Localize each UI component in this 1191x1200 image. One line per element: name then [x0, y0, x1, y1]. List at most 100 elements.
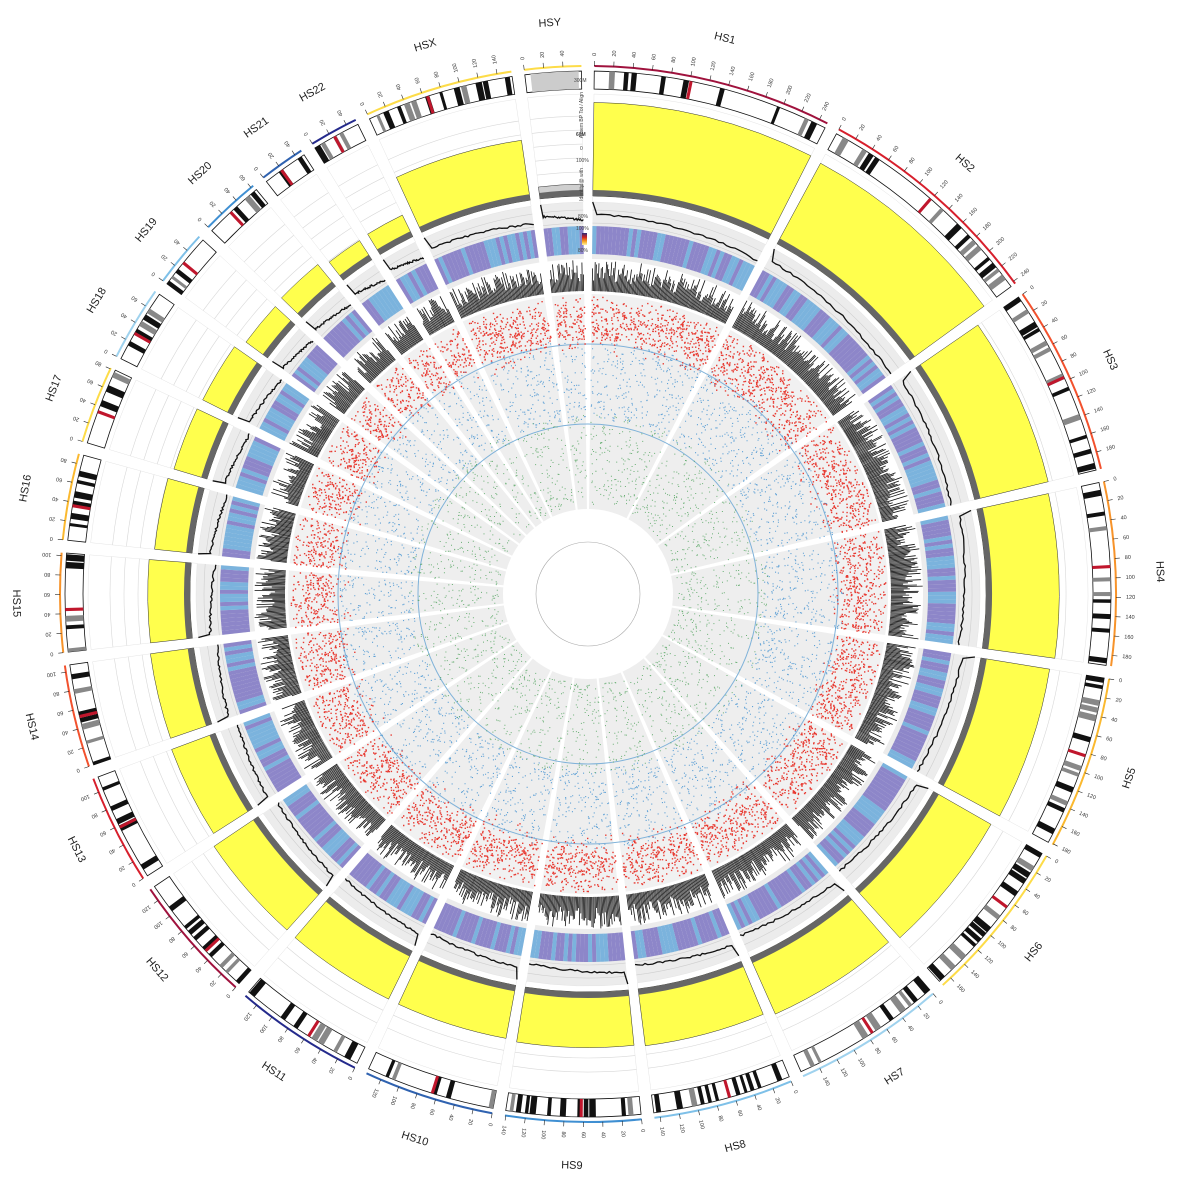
scatter-bg-hs18 — [320, 422, 382, 481]
ideogram-band-hs9 — [547, 1097, 552, 1116]
heatmap-cell-hs9 — [530, 929, 539, 959]
aligned-bar-base-hs12 — [253, 816, 323, 895]
heatmap-cell-hs3 — [869, 388, 896, 408]
tick-label-hs8: 0 — [792, 1090, 799, 1095]
heatmap-cell-hs1 — [717, 253, 733, 282]
heatmap-cell-hs6 — [827, 832, 851, 856]
tick-hs8 — [717, 1105, 719, 1111]
scale-arc-hs16 — [61, 453, 80, 540]
tick-hs3 — [1033, 307, 1038, 311]
tick-hs16 — [60, 519, 66, 521]
ideogram-band-hs2 — [987, 274, 1006, 291]
bar-grid-hs16 — [154, 478, 168, 550]
bar-grid-hs7 — [782, 955, 901, 1031]
heatmap-cell-hs4 — [927, 587, 956, 592]
scatter-bg-hs11 — [393, 785, 477, 864]
ideogram-band-hs4 — [1086, 511, 1106, 519]
heatmap-cell-hs4 — [923, 531, 952, 540]
heatmap-cell-hs14 — [225, 654, 255, 664]
tick-hs16 — [67, 480, 73, 483]
tick-hs18 — [130, 319, 136, 323]
gridline-hs18 — [256, 381, 285, 428]
heatmap-cell-hs2 — [820, 325, 843, 349]
tick-hs1 — [690, 71, 693, 77]
tick-label-hs7: 20 — [922, 1012, 931, 1021]
heatmap-cell-hs4 — [926, 625, 955, 633]
heatmap-cell-hs6 — [822, 837, 845, 861]
tick-hs17 — [77, 439, 83, 442]
gridline-hs14 — [220, 644, 238, 716]
heatmap-cell-hs15 — [219, 589, 249, 594]
heatmap-cell-hs10 — [489, 921, 502, 950]
gridline-hs4 — [962, 512, 973, 647]
ideogram-band-hs7 — [810, 1045, 822, 1064]
gridline-hsy — [543, 222, 584, 227]
bar-grid-hs19 — [202, 270, 237, 311]
heatmap-cell-hs6 — [824, 835, 848, 859]
heatmap-cell-hs17 — [242, 463, 271, 478]
heatmap-cell-hs1 — [614, 227, 622, 256]
tick-label-hs11: 120 — [242, 1011, 252, 1022]
heatmap-cell-hs4 — [927, 595, 956, 600]
ideogram-band-hs5 — [1055, 780, 1074, 793]
gridline-hs5 — [914, 653, 955, 771]
bar-grid-hs15 — [123, 557, 128, 646]
bar-grid-hs20 — [264, 245, 303, 282]
heatmap-cell-hs13 — [246, 720, 274, 735]
tick-label-hs6: 160 — [955, 983, 966, 994]
heatmap-cell-hs17 — [253, 436, 281, 453]
tick-label-hs4: 180 — [1122, 654, 1132, 661]
heatmap-cell-hs8 — [697, 914, 711, 943]
heatmap-cell-hs4 — [927, 567, 956, 574]
tick-label-hs8: 80 — [717, 1115, 724, 1122]
ideogram-band-hs7 — [898, 990, 913, 1007]
tick-label-hs10: 20 — [466, 1118, 473, 1125]
ideogram-hs1 — [593, 70, 826, 145]
chromosome-label-hs9: HS9 — [561, 1159, 583, 1172]
tick-label-hs13: 100 — [80, 793, 91, 802]
inner-bg-hs20 — [406, 399, 535, 535]
heatmap-cell-hs2 — [817, 322, 840, 346]
tick-label-hs10: 100 — [389, 1095, 398, 1106]
ideogram-band-hs12 — [219, 952, 235, 968]
heatmap-cell-hs8 — [649, 927, 659, 956]
bar-grid-hs14 — [141, 654, 163, 742]
tick-hs13 — [118, 844, 124, 848]
tick-hs10 — [471, 1109, 474, 1115]
ideogram-band-hs2 — [928, 207, 944, 224]
tick-label-hs1: 140 — [729, 66, 737, 76]
chromosome-label-hs16: HS16 — [17, 474, 34, 503]
track-scale-legend: 300M Assem BP Tot / Align 60M 0 100% Ide… — [574, 78, 589, 254]
heatmap-cell-hsx — [514, 232, 524, 261]
heatmap-cell-hsy — [575, 226, 581, 255]
inner-bg-hs8 — [598, 672, 685, 844]
heatmap-cell-hs7 — [729, 901, 746, 929]
ideogram-band-hs18 — [142, 314, 162, 329]
heatmap-cell-hs8 — [704, 912, 719, 940]
histogram-bars-hs10 — [453, 869, 533, 922]
bar-grid-hs21 — [319, 227, 352, 251]
tick-label-hs12: 120 — [140, 903, 151, 913]
heatmap-cell-hs12 — [310, 817, 335, 839]
tick-label-hs3: 160 — [1100, 425, 1111, 434]
heatmap-cell-hs5 — [903, 717, 931, 732]
ideogram-band-hs2 — [954, 234, 971, 250]
tick-hs10 — [415, 1093, 418, 1099]
tick-label-hs19: 20 — [161, 253, 170, 262]
ideogram-band-hs4 — [1093, 592, 1112, 597]
identity-line-hs18 — [237, 379, 282, 423]
heatmap-cell-hs3 — [909, 475, 938, 489]
tick-hsx — [419, 88, 422, 93]
heatmap-cell-hs17 — [235, 483, 264, 496]
bar-grid-hsy — [536, 171, 583, 176]
ideogram-band-hs1 — [770, 106, 781, 125]
tick-hs20 — [218, 209, 223, 214]
heatmap-cell-hs5 — [908, 703, 937, 717]
tick-label-hs12: 20 — [208, 979, 217, 988]
tick-label-hs5: 60 — [1105, 736, 1113, 743]
tick-hs13 — [101, 809, 107, 813]
heatmap-cell-hs13 — [261, 750, 289, 768]
tick-label-hs7: 100 — [856, 1057, 866, 1068]
heatmap-cell-hsx — [464, 246, 478, 274]
bar-grid-hs16 — [126, 470, 141, 547]
